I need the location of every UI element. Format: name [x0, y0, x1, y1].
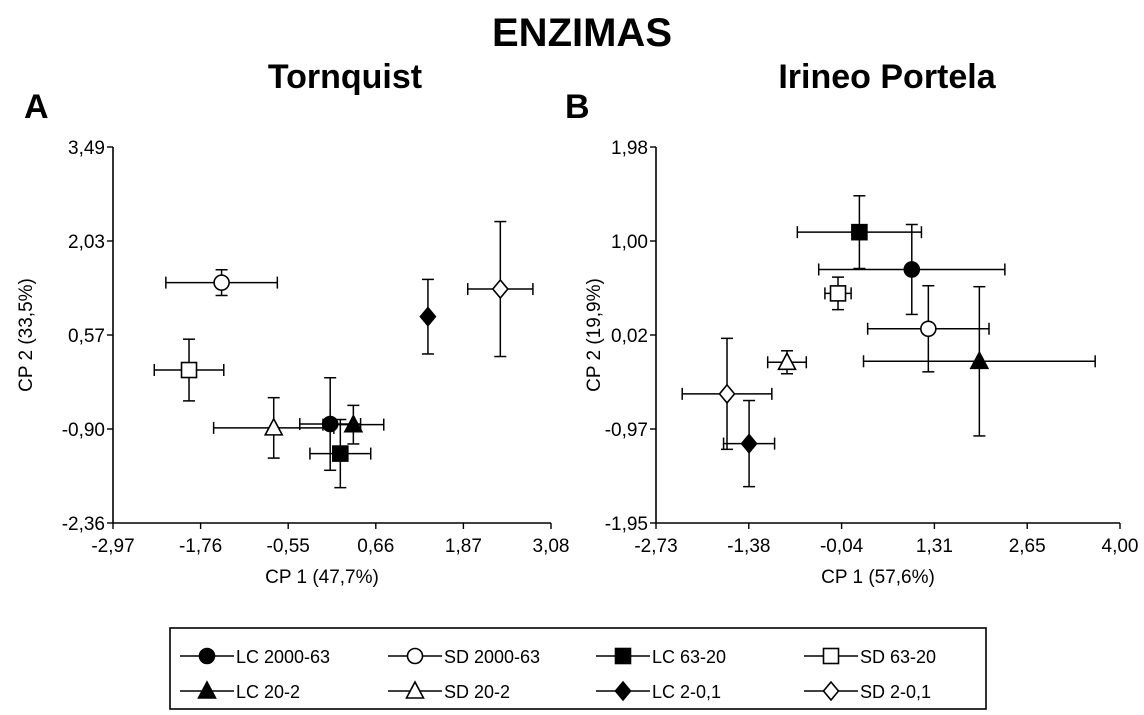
- legend-item-sd-2000-63-marker: [406, 647, 424, 665]
- panel-a-point-sd-2-0-1-marker: [491, 278, 509, 300]
- panel-b-point-sd-2000-63: [866, 284, 990, 373]
- legend-item-lc-2-0-1: LC 2-0,1: [596, 680, 721, 702]
- legend-item-lc-2000-63-label: LC 2000-63: [236, 647, 330, 667]
- panel-a-y-tick-label: -2,36: [62, 514, 105, 535]
- panel-b-point-lc-2-0-1: [722, 399, 776, 488]
- legend-item-sd-2000-63-label: SD 2000-63: [444, 647, 540, 667]
- panel-a-point-lc-63-20-marker: [332, 445, 349, 462]
- panel-b-point-sd-20-2: [766, 350, 808, 375]
- panel-a-point-lc-63-20: [309, 418, 372, 489]
- panel-a-point-sd-2-0-1: [466, 220, 534, 358]
- legend-item-sd-63-20: SD 63-20: [804, 647, 936, 667]
- panel-b-point-lc-2000-63: [817, 223, 1006, 316]
- legend-frame: [169, 627, 987, 710]
- panel-b-x-tick-label: -1,38: [727, 536, 770, 557]
- legend-item-lc-2-0-1-label: LC 2-0,1: [652, 682, 721, 702]
- panel-b-point-lc-2000-63-marker: [903, 261, 921, 278]
- panel-a-title: Tornquist: [268, 58, 422, 96]
- panel-b-point-lc-20-2-marker: [969, 350, 990, 370]
- panel-a-y-tick-label: -0,90: [62, 420, 105, 441]
- legend-item-sd-63-20-label: SD 63-20: [860, 647, 936, 667]
- panel-a-x-tick-label: 3,08: [533, 536, 570, 557]
- panel-b-y-tick-label: 1,98: [611, 138, 648, 159]
- panel-b-point-sd-2-0-1-marker: [718, 383, 736, 405]
- panel-b-point-sd-63-20-marker: [829, 285, 847, 302]
- panel-a-y-axis-label: CP 2 (33,5%): [16, 278, 37, 392]
- panels: Tornquist A -2,97 -1,76 -0,55 0,66 1,87 3,08 -2,…: [16, 58, 1138, 588]
- panel-b-point-sd-20-2-marker: [777, 351, 797, 371]
- panel-b-point-lc-20-2: [862, 285, 1096, 437]
- panel-a-y-tick-label: 0,57: [68, 326, 105, 347]
- panel-b-y-tick-label: 0,02: [611, 326, 648, 347]
- panel-b-letter: B: [565, 88, 590, 126]
- panel-b-point-sd-63-20: [824, 276, 852, 311]
- figure-title: ENZIMAS: [492, 11, 672, 55]
- panel-a-point-sd-2000-63-marker: [213, 274, 230, 291]
- legend-item-sd-20-2: SD 20-2: [388, 680, 510, 702]
- legend-item-sd-2-0-1: SD 2-0,1: [804, 680, 931, 702]
- panel-a-x-tick-label: 0,66: [357, 536, 394, 557]
- panel-b: Irineo Portela B -2,73 -1,38 -0,04 1,31 2,65 4,…: [565, 58, 1138, 588]
- legend-item-sd-63-20-marker: [822, 647, 840, 665]
- panel-a-x-tick-label: 1,87: [445, 536, 482, 557]
- legend-item-lc-20-2-marker: [197, 680, 217, 699]
- panel-a-point-lc-20-2-marker: [343, 413, 364, 433]
- legend-item-lc-63-20: LC 63-20: [596, 647, 726, 667]
- panel-a-x-tick-label: -2,97: [91, 536, 134, 557]
- legend-item-lc-2000-63-marker: [198, 647, 216, 665]
- panel-b-x-tick-label: -2,73: [634, 536, 677, 557]
- legend-item-lc-20-2: LC 20-2: [180, 680, 300, 702]
- legend-item-sd-20-2-label: SD 20-2: [444, 682, 510, 702]
- legend-item-sd-2000-63: SD 2000-63: [388, 647, 540, 667]
- panel-b-x-tick-label: 1,31: [916, 536, 953, 557]
- panel-a-point-sd-20-2: [212, 396, 335, 459]
- legend-item-lc-2-0-1-marker: [614, 680, 632, 702]
- legend-item-sd-2-0-1-marker: [822, 680, 840, 702]
- panel-b-title: Irineo Portela: [778, 58, 996, 96]
- panel-b-y-tick-label: -0,97: [605, 420, 648, 441]
- panel-b-y-axis-label: CP 2 (19,9%): [584, 278, 605, 392]
- panel-b-x-tick-label: -0,04: [820, 536, 864, 557]
- panel-a-point-sd-63-20: [153, 338, 225, 402]
- panel-b-x-tick-label: 4,00: [1102, 536, 1139, 557]
- panel-a-x-axis-label: CP 1 (47,7%): [265, 567, 379, 588]
- panel-a-y-tick-label: 2,03: [68, 232, 105, 253]
- panel-b-x-axis-label: CP 1 (57,6%): [821, 567, 935, 588]
- panel-b-point-lc-63-20: [796, 195, 923, 270]
- panel-b-point-sd-2-0-1: [681, 337, 773, 451]
- panel-b-y-tick-label: 1,00: [611, 232, 648, 253]
- panel-a-letter: A: [24, 88, 49, 126]
- legend-item-sd-2-0-1-label: SD 2-0,1: [860, 682, 931, 702]
- panel-b-y-tick-label: -1,95: [605, 514, 648, 535]
- panel-a-y-tick-label: 3,49: [68, 138, 105, 159]
- legend-item-lc-63-20-label: LC 63-20: [652, 647, 726, 667]
- panel-b-point-sd-2000-63-marker: [920, 320, 937, 338]
- panel-b-point-lc-63-20-marker: [851, 223, 868, 241]
- legend-item-lc-20-2-label: LC 20-2: [236, 682, 300, 702]
- panel-a-point-lc-2-0-1: [419, 278, 437, 355]
- panel-a-x-tick-label: -0,55: [267, 536, 310, 557]
- legend-item-sd-20-2-marker: [405, 680, 425, 699]
- panel-a-point-sd-20-2-marker: [263, 417, 284, 436]
- panel-a-point-lc-20-2: [322, 404, 385, 445]
- panel-a-point-sd-63-20-marker: [180, 361, 198, 379]
- legend: LC 2000-63 SD 2000-63 LC 63-20 SD 63-20 LC 2…: [169, 627, 987, 710]
- panel-b-point-lc-2-0-1-marker: [740, 433, 758, 454]
- panel-b-x-tick-label: 2,65: [1009, 536, 1046, 557]
- panel-a-point-lc-2-0-1-marker: [419, 306, 437, 327]
- legend-item-lc-63-20-marker: [614, 647, 632, 665]
- panel-a: Tornquist A -2,97 -1,76 -0,55 0,66 1,87 3,08 -2,…: [16, 58, 569, 588]
- legend-item-lc-2000-63: LC 2000-63: [180, 647, 330, 667]
- panel-a-point-sd-2000-63: [165, 269, 279, 297]
- panel-a-x-tick-label: -1,76: [179, 536, 222, 557]
